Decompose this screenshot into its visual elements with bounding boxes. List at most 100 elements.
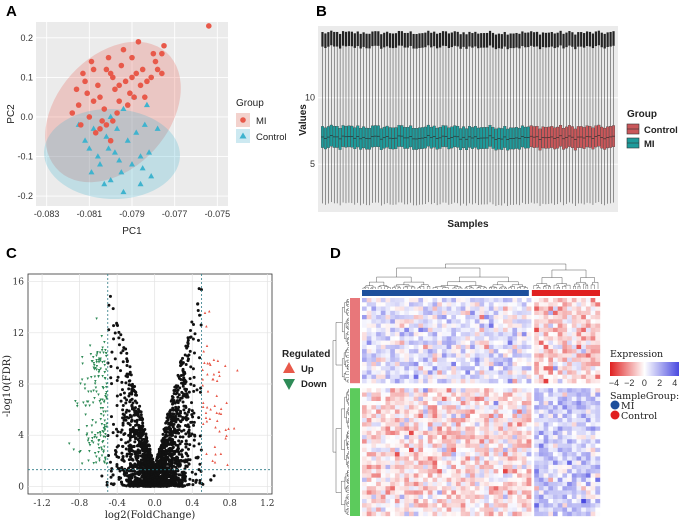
c-point-ns — [124, 447, 128, 451]
heatmap-cell — [474, 332, 480, 337]
heatmap-cell — [423, 405, 428, 410]
heatmap-cell — [465, 315, 471, 320]
heatmap-cell — [413, 357, 419, 363]
heatmap-cell — [371, 392, 377, 397]
heatmap-cell — [567, 357, 572, 363]
heatmap-cell — [441, 426, 447, 431]
heatmap-cell — [595, 388, 601, 393]
c-point-ns — [127, 444, 131, 448]
heatmap-cell — [548, 361, 554, 367]
heatmap-cell — [538, 401, 544, 406]
heatmap-cell — [465, 336, 471, 341]
c-point-ns — [141, 480, 145, 484]
heatmap-cell — [413, 426, 419, 431]
heatmap-cell — [385, 361, 391, 367]
panel-b-boxes — [320, 30, 616, 206]
heatmap-cell — [484, 353, 490, 358]
heatmap-cell — [385, 298, 391, 303]
heatmap-cell — [456, 388, 461, 393]
heatmap-cell — [404, 374, 410, 380]
a-y-tick-label: -0.2 — [17, 191, 33, 201]
heatmap-cell — [371, 388, 377, 393]
heatmap-cell — [548, 392, 554, 397]
b-outliers — [374, 31, 377, 46]
heatmap-cell — [432, 327, 438, 333]
c-point-ns — [184, 432, 188, 436]
heatmap-cell — [517, 366, 522, 371]
panel-a-legend-title: Group — [236, 98, 264, 109]
heatmap-cell — [465, 361, 471, 367]
b-outliers — [341, 31, 345, 46]
heatmap-cell — [418, 302, 424, 307]
c-point-ns — [173, 484, 177, 488]
c-point-ns — [184, 424, 188, 428]
c-point-down: ▾ — [99, 350, 102, 356]
c-point-ns — [164, 428, 168, 432]
c-point-down: ▾ — [104, 393, 107, 399]
heatmap-cell — [390, 298, 396, 303]
heatmap-cell — [562, 357, 568, 363]
heatmap-cell — [376, 332, 381, 337]
heatmap-cell — [553, 357, 558, 363]
heatmap-cell — [543, 422, 549, 427]
heatmap-cell — [366, 426, 372, 431]
c-point-ns — [132, 430, 136, 434]
heatmap-cell — [423, 349, 428, 354]
heatmap-cell — [404, 430, 410, 436]
c-point-ns — [187, 432, 191, 436]
heatmap-cell — [362, 409, 367, 414]
c-point-down: ▾ — [101, 373, 104, 379]
c-point-ns — [145, 484, 149, 488]
sample-group-bar — [362, 290, 600, 296]
heatmap-cell — [484, 392, 490, 397]
heatmap-cell — [553, 388, 558, 393]
heatmap-cell — [446, 340, 452, 346]
heatmap-cell — [456, 426, 461, 431]
c-point-ns — [174, 392, 178, 396]
heatmap-cell — [567, 409, 572, 414]
heatmap-cell — [385, 332, 391, 337]
c-point-ns — [166, 478, 170, 482]
heatmap-cell — [366, 332, 372, 337]
heatmap-cell — [409, 315, 414, 320]
c-point-ns — [181, 416, 185, 420]
heatmap-cell — [534, 344, 540, 350]
c-point-ns — [137, 444, 141, 448]
c-point-down: ▾ — [103, 340, 106, 346]
heatmap-cell — [562, 298, 568, 303]
heatmap-cell — [484, 357, 490, 363]
heatmap-cell — [460, 319, 466, 324]
b-outliers — [327, 32, 330, 47]
heatmap-cell — [427, 388, 433, 393]
control-point — [120, 105, 127, 112]
heatmap-cell — [538, 315, 544, 320]
c-point-ns — [109, 475, 113, 479]
heatmap-cell — [427, 413, 433, 419]
heatmap-cell — [371, 366, 377, 371]
c-point-ns — [109, 364, 113, 368]
heatmap-cell — [437, 349, 443, 354]
c-point-down: ▾ — [78, 450, 81, 456]
c-point-ns — [190, 432, 194, 436]
c-point-ns — [173, 401, 177, 405]
c-point-ns — [196, 338, 200, 342]
heatmap-cell — [427, 332, 433, 337]
heatmap-cell — [409, 361, 414, 367]
heatmap-cell — [413, 319, 419, 324]
row-bar-down — [350, 388, 360, 516]
heatmap-cell — [404, 409, 410, 414]
heatmap-cell — [484, 306, 490, 311]
c-point-down: ▾ — [97, 392, 100, 398]
heatmap-cell — [423, 361, 428, 367]
heatmap-cell — [571, 374, 577, 380]
c-point-ns — [162, 464, 166, 468]
b-outliers — [544, 32, 548, 48]
heatmap-cell — [521, 430, 527, 436]
heatmap-cell — [394, 349, 400, 354]
heatmap-cell — [521, 344, 527, 350]
c-point-ns — [147, 481, 151, 485]
c-point-up: ▴ — [218, 411, 221, 417]
heatmap-cell — [553, 422, 558, 427]
heatmap-cell — [394, 336, 400, 341]
heatmap-cell — [451, 332, 457, 337]
